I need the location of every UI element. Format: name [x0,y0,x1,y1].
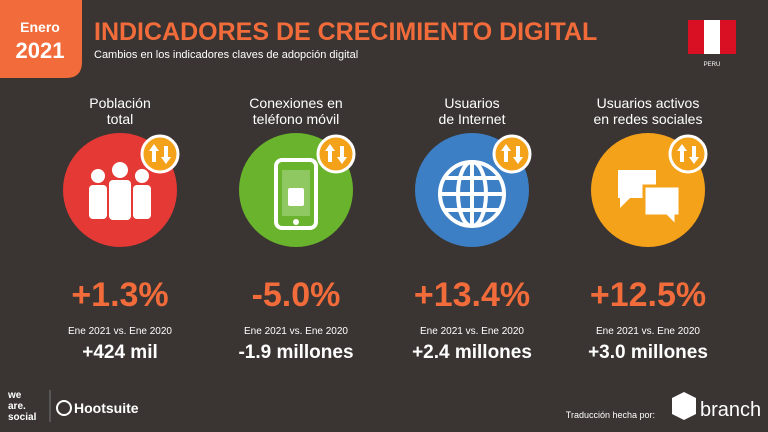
brand-line: are. [8,401,26,412]
hootsuite: Hootsuite [74,400,139,416]
brand-line: we [7,390,22,401]
absolute-change: +3.0 millones [588,342,708,363]
trend-badge [140,134,180,174]
absolute-change: +2.4 millones [412,342,532,363]
partner: branch [700,399,761,421]
brand-line: social [8,412,37,423]
flag [688,20,736,54]
badge-month: Enero [20,19,60,35]
change: +12.5% [590,276,706,314]
trend-badge [668,134,708,174]
card-label: teléfono móvil [253,111,339,127]
icon [438,160,506,228]
badge-year: 2021 [16,38,65,63]
icon [274,158,318,230]
trend-badge [316,134,356,174]
card-label: Población [89,95,151,111]
icon [89,162,151,220]
branch-icon [672,392,696,420]
period: Ene 2021 vs. Ene 2020 [420,326,524,337]
owl-icon [56,400,72,416]
change: +13.4% [414,276,530,314]
card-label: total [107,111,133,127]
change: -5.0% [252,276,341,314]
card-label: en redes sociales [594,111,703,127]
credit: Traducción hecha por: [566,410,655,420]
absolute-change: +424 mil [82,342,158,363]
period: Ene 2021 vs. Ene 2020 [244,326,348,337]
card-label: de Internet [439,111,506,127]
trend-badge [492,134,532,174]
icon [618,170,682,230]
card-label: Usuarios activos [597,95,700,111]
date-badge [0,0,82,78]
period: Ene 2021 vs. Ene 2020 [596,326,700,337]
country: PERU [704,62,721,68]
absolute-change: -1.9 millones [238,342,353,363]
brand-logo: we are. social [7,390,37,423]
subtitle: Cambios en los indicadores claves de ado… [94,49,358,61]
card-label: Usuarios [444,95,499,111]
card-label: Conexiones en [249,95,342,111]
title: INDICADORES DE CRECIMIENTO DIGITAL [94,18,597,46]
change: +1.3% [71,276,168,314]
period: Ene 2021 vs. Ene 2020 [68,326,172,337]
